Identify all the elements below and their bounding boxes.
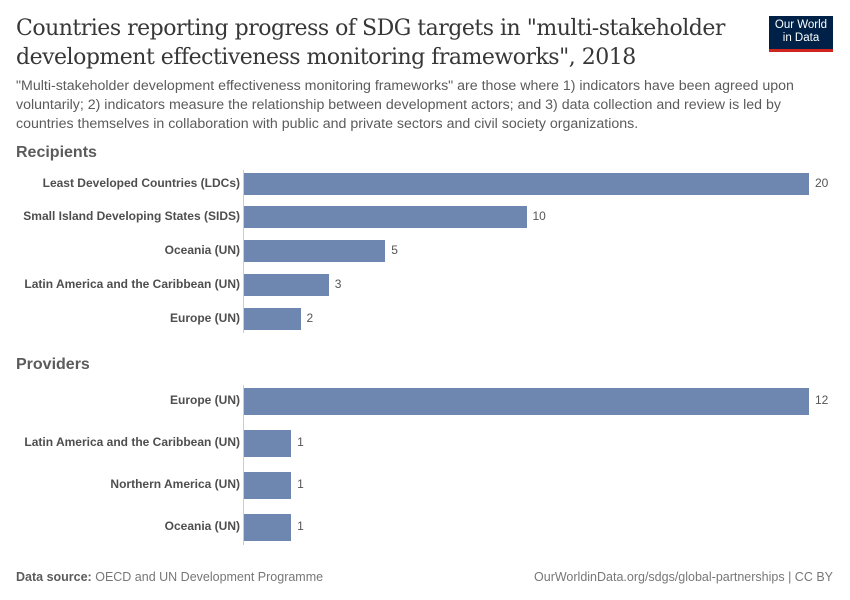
logo-line2: in Data	[782, 32, 820, 44]
category-label: Latin America and the Caribbean (UN)	[24, 277, 240, 291]
value-label: 20	[815, 176, 829, 190]
category-label: Small Island Developing States (SIDS)	[23, 209, 240, 223]
value-label: 12	[815, 393, 829, 407]
value-label: 1	[297, 477, 304, 491]
category-label: Europe (UN)	[170, 311, 240, 325]
category-label: Least Developed Countries (LDCs)	[42, 176, 240, 190]
bar[interactable]	[244, 513, 292, 541]
value-label: 5	[391, 243, 398, 257]
source-label: Data source:	[16, 570, 92, 584]
value-label: 2	[306, 311, 314, 325]
bar[interactable]	[244, 308, 301, 330]
bar[interactable]	[244, 429, 292, 457]
data-source: Data source: OECD and UN Development Pro…	[16, 570, 323, 584]
source-text[interactable]: OECD and UN Development Programme	[95, 570, 324, 584]
category-label: Oceania (UN)	[164, 243, 240, 257]
value-label: 10	[532, 209, 546, 223]
bar[interactable]	[244, 240, 386, 262]
value-label: 3	[334, 277, 342, 291]
bar[interactable]	[244, 173, 809, 195]
bar[interactable]	[244, 471, 292, 499]
owid-logo[interactable]: Our World in Data	[769, 16, 833, 52]
bar[interactable]	[244, 274, 329, 296]
logo-line1: Our World	[774, 19, 828, 31]
category-label: Europe (UN)	[170, 393, 240, 407]
footer-link[interactable]: OurWorldinData.org/sdgs/global-partnersh…	[534, 570, 833, 584]
value-label: 1	[297, 519, 304, 533]
facet-title: Recipients	[16, 144, 97, 161]
axis-line	[243, 385, 244, 545]
category-label: Northern America (UN)	[110, 477, 240, 491]
axis-line	[243, 170, 244, 333]
value-label: 1	[297, 435, 304, 449]
bar[interactable]	[244, 206, 527, 228]
chart-subtitle: "Multi-stakeholder development effective…	[16, 78, 794, 132]
chart-title: Countries reporting progress of SDG targ…	[16, 16, 725, 70]
category-label: Oceania (UN)	[164, 519, 240, 533]
category-label: Latin America and the Caribbean (UN)	[24, 435, 240, 449]
bar[interactable]	[244, 387, 809, 415]
facet-title: Providers	[16, 356, 90, 373]
